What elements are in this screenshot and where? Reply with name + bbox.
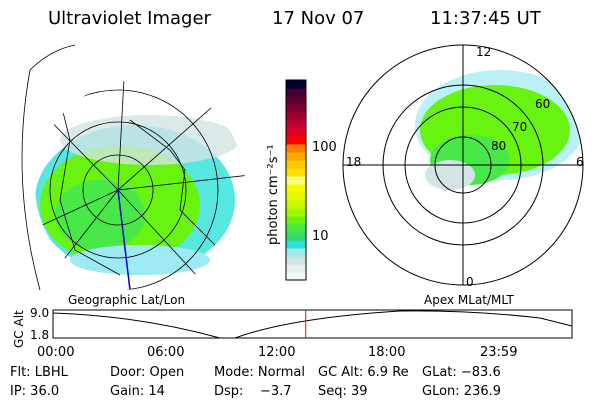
mlt-6: 6 <box>576 155 584 169</box>
time: 11:37:45 UT <box>430 8 541 29</box>
colorbar-swatch <box>286 232 306 241</box>
colorbar-swatch <box>286 88 306 97</box>
info-gc-alt: GC Alt: 6.9 Re <box>318 365 409 380</box>
colorbar-swatch <box>286 184 306 193</box>
info-glat: GLat: −83.6 <box>422 365 501 380</box>
xtick-0600: 06:00 <box>147 345 185 360</box>
colorbar-swatch <box>286 256 306 265</box>
colorbar-swatch <box>286 216 306 225</box>
info-filter: Flt: LBHL <box>10 365 68 380</box>
colorbar-swatch <box>286 128 306 137</box>
colorbar-swatch <box>286 152 306 161</box>
colorbar-tick-100: 100 <box>312 140 337 155</box>
date: 17 Nov 07 <box>272 8 365 29</box>
colorbar-swatch <box>286 136 306 145</box>
ytick-1.8: 1.8 <box>30 328 50 342</box>
ytick-9: 9.0 <box>30 306 50 320</box>
colorbar-swatch <box>286 200 306 209</box>
left-panel-label: Geographic Lat/Lon <box>68 293 186 307</box>
info-ip: IP: 36.0 <box>10 384 60 399</box>
altplot-ylabel: GC Alt <box>12 310 26 348</box>
info-seq: Seq: 39 <box>318 384 368 399</box>
colorbar-swatch <box>286 168 306 177</box>
mlt-0: 0 <box>466 275 474 289</box>
instrument-title: Ultraviolet Imager <box>48 8 211 29</box>
xtick-1800: 18:00 <box>368 345 406 360</box>
colorbar-swatch <box>286 248 306 257</box>
colorbar-label: photon cm⁻²s⁻¹ <box>266 144 281 245</box>
mlat-80: 80 <box>491 139 507 153</box>
colorbar-swatch <box>286 176 306 185</box>
altitude-plot <box>52 309 573 339</box>
info-gain: Gain: 14 <box>110 384 165 399</box>
mlt-18: 18 <box>346 155 362 169</box>
mlat-70: 70 <box>512 120 528 134</box>
colorbar-swatch <box>286 192 306 201</box>
xtick-1200: 12:00 <box>258 345 296 360</box>
mlat-60: 60 <box>535 97 551 111</box>
colorbar-swatch <box>286 264 306 273</box>
info-mode: Mode: Normal <box>214 365 305 380</box>
colorbar-swatch <box>286 160 306 169</box>
mlt-12: 12 <box>476 45 492 59</box>
colorbar-swatch <box>286 80 306 89</box>
colorbar-tick-10: 10 <box>312 229 329 244</box>
right-panel-label: Apex MLat/MLT <box>424 293 514 307</box>
xtick-2359: 23:59 <box>480 345 518 360</box>
xtick-0000: 00:00 <box>37 345 75 360</box>
coastline <box>21 44 76 291</box>
info-glon: GLon: 236.9 <box>422 384 502 399</box>
info-dsp: Dsp: −3.7 <box>214 384 292 399</box>
colorbar <box>286 80 306 281</box>
colorbar-frame <box>285 79 307 281</box>
colorbar-swatch <box>286 208 306 217</box>
colorbar-swatch <box>286 224 306 233</box>
colorbar-swatch <box>286 104 306 113</box>
colorbar-swatch <box>286 272 306 281</box>
apex-polar-image <box>342 44 584 286</box>
colorbar-swatch <box>286 112 306 121</box>
colorbar-swatch <box>286 144 306 153</box>
geographic-image <box>35 80 245 290</box>
colorbar-swatch <box>286 96 306 105</box>
colorbar-swatch <box>286 240 306 249</box>
colorbar-swatch <box>286 120 306 129</box>
info-door: Door: Open <box>110 365 185 380</box>
